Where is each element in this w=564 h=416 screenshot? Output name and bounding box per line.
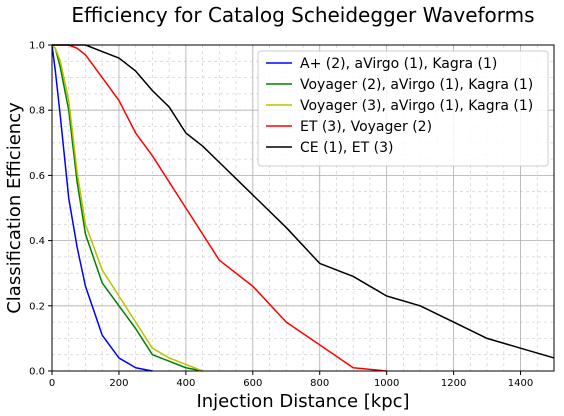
x-tick-label: 200 xyxy=(109,378,128,389)
y-tick-label: 0.0 xyxy=(29,367,45,378)
x-tick-label: 400 xyxy=(176,378,195,389)
series-layer xyxy=(51,44,555,372)
y-axis-label: Classification Efficiency xyxy=(4,102,25,314)
axis-ticks: 0 200 400 600 800 1000 1200 1400 0.0 0.2 0.4 0.6 0.8… xyxy=(29,41,533,390)
y-tick-label: 0.4 xyxy=(29,236,45,247)
x-tick-label: 1200 xyxy=(441,378,466,389)
x-axis-label: Injection Distance [kpc] xyxy=(196,391,409,412)
x-tick-label: 600 xyxy=(243,378,262,389)
series-line-4 xyxy=(52,44,387,372)
series-line-3 xyxy=(51,44,203,372)
legend-label-4: ET (3), Voyager (2) xyxy=(300,119,432,135)
x-tick-label: 1400 xyxy=(508,378,533,389)
legend-box xyxy=(257,50,549,167)
series-line-5 xyxy=(52,44,555,359)
series-line-1 xyxy=(51,44,153,372)
y-tick-label: 0.2 xyxy=(29,301,45,312)
x-tick-label: 1000 xyxy=(374,378,399,389)
x-tick-label: 800 xyxy=(310,378,329,389)
plot-frame xyxy=(51,44,555,372)
chart-title: Efficiency for Catalog Scheidegger Wavef… xyxy=(71,3,534,27)
series-line-2 xyxy=(51,44,203,372)
legend-label-1: A+ (2), aVirgo (1), Kagra (1) xyxy=(300,56,497,72)
legend-label-3: Voyager (3), aVirgo (1), Kagra (1) xyxy=(300,98,533,114)
legend-label-2: Voyager (2), aVirgo (1), Kagra (1) xyxy=(300,77,533,93)
legend-label-5: CE (1), ET (3) xyxy=(300,140,393,156)
legend: A+ (2), aVirgo (1), Kagra (1) Voyager (2)… xyxy=(257,50,549,167)
x-tick-label: 0 xyxy=(49,378,55,389)
y-tick-label: 0.8 xyxy=(29,106,45,117)
y-tick-label: 1.0 xyxy=(29,41,45,52)
y-tick-label: 0.6 xyxy=(29,171,45,182)
